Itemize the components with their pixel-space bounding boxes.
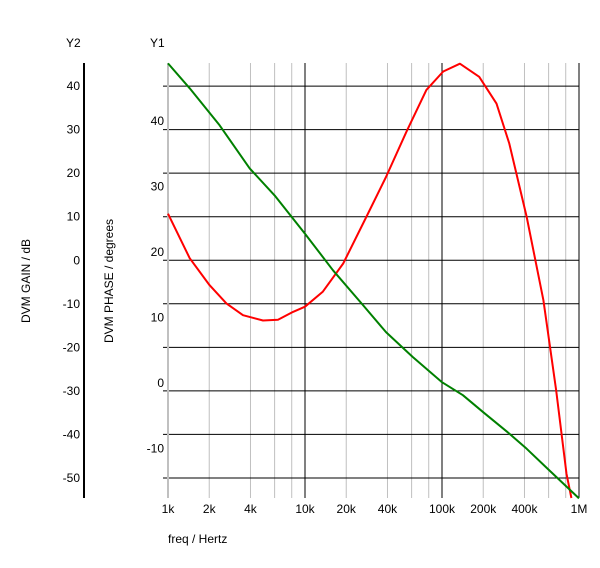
y2-tick-label: 0	[73, 253, 80, 267]
y2-axis-label: DVM GAIN / dB	[19, 239, 33, 323]
y1-tick-label: 40	[151, 114, 165, 128]
y2-tick-label: -20	[63, 340, 81, 354]
series	[167, 62, 580, 500]
y1-tick-label: 30	[151, 180, 165, 194]
y2-tick-label: 40	[67, 79, 81, 93]
y2-tick-label: 20	[67, 166, 81, 180]
y1-axis-name: Y1	[150, 36, 165, 50]
y1-tick-label: 10	[151, 311, 165, 325]
y2-tick-label: -30	[63, 384, 81, 398]
y2-tick-label: 10	[67, 210, 81, 224]
x-tick-label: 4k	[244, 502, 258, 516]
y2-tick-label: -40	[63, 427, 81, 441]
x-tick-label: 40k	[378, 502, 398, 516]
x-tick-label: 100k	[429, 502, 456, 516]
x-tick-label: 400k	[511, 502, 538, 516]
x-tick-label: 1k	[162, 502, 176, 516]
y2-tick-label: 30	[67, 123, 81, 137]
y1-axis-label: DVM PHASE / degrees	[102, 219, 116, 343]
grid	[163, 63, 580, 498]
y2-tick-label: -10	[63, 297, 81, 311]
axes: 40 30 20 10 0 -10 -20 -30 -40 -50 40 30 20 10 0 -10 1k 2k…	[63, 63, 588, 516]
gain-series-line	[167, 62, 580, 500]
y1-tick-label: 20	[151, 245, 165, 259]
x-tick-label: 1M	[571, 502, 588, 516]
y2-tick-label: -50	[63, 471, 81, 485]
x-tick-label: 200k	[470, 502, 497, 516]
x-tick-label: 20k	[337, 502, 357, 516]
x-tick-label: 10k	[295, 502, 315, 516]
x-tick-label: 2k	[203, 502, 217, 516]
phase-series-line	[167, 62, 573, 499]
y1-tick-label: -10	[147, 442, 165, 456]
y1-tick-label: 0	[157, 376, 164, 390]
labels: Y2 Y1 DVM GAIN / dB DVM PHASE / degrees …	[19, 36, 227, 546]
y2-axis-name: Y2	[66, 36, 81, 50]
x-axis-label: freq / Hertz	[168, 532, 227, 546]
